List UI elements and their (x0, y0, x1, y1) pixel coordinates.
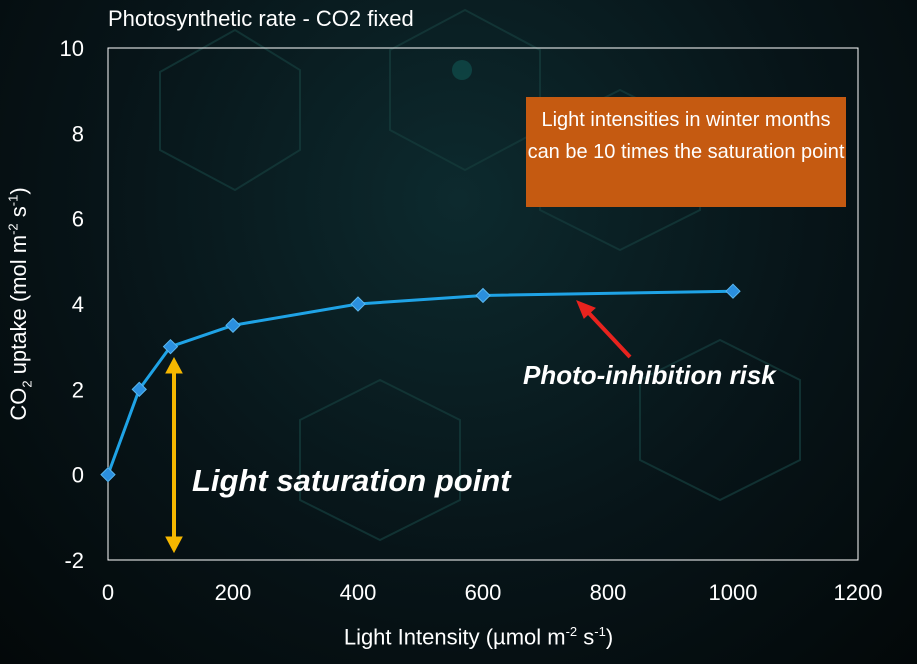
y-axis-label-text: ) (5, 187, 31, 195)
x-tick-label: 600 (465, 580, 502, 605)
y-axis-label-text: uptake (mol m (5, 234, 31, 381)
saturation-point-label: Light saturation point (192, 463, 511, 498)
background-glow (452, 60, 472, 80)
y-tick-label: 0 (72, 463, 84, 488)
x-tick-label: 1200 (834, 580, 883, 605)
x-tick-label: 800 (590, 580, 627, 605)
data-point (225, 317, 241, 334)
y-tick-label: 10 (60, 36, 84, 61)
winter-light-callout: Light intensities in winter months can b… (526, 97, 846, 207)
x-axis-label-sup: -1 (594, 624, 606, 639)
data-point (725, 283, 741, 299)
y-tick-label: 2 (72, 377, 84, 402)
x-axis-label-text: Light Intensity (µmol m (343, 624, 566, 650)
data-point (475, 287, 491, 304)
photo-inhibition-arrow (576, 300, 632, 359)
y-tick-label: 4 (72, 292, 84, 317)
plot-area-border (107, 47, 859, 561)
data-point (350, 296, 366, 312)
x-axis-label-text: s (577, 624, 595, 650)
data-point (162, 338, 179, 355)
y-axis-label: CO2 uptake (mol m-2 s-1) (6, 187, 35, 420)
chart-title: Photosynthetic rate - CO2 fixed (108, 6, 414, 31)
x-tick-label: 200 (215, 580, 252, 605)
x-axis-label-sup: -2 (565, 624, 578, 639)
saturation-arrow (165, 356, 183, 554)
y-tick-label: 6 (72, 207, 84, 232)
background-hexagons (159, 8, 801, 542)
x-tick-label: 400 (340, 580, 377, 605)
y-axis-label-text: s (5, 206, 31, 224)
data-point (100, 466, 116, 483)
x-tick-label: 0 (102, 580, 114, 605)
y-axis-label-text: CO (5, 387, 31, 421)
x-axis-label: Light Intensity (µmol m-2 s-1) (0, 624, 917, 650)
y-axis-label-sup: -1 (5, 194, 21, 207)
x-axis-label-text: ) (605, 624, 614, 650)
y-axis-label-sup: -2 (5, 223, 21, 235)
y-tick-label: -2 (64, 548, 84, 573)
y-axis-label-sub: 2 (19, 380, 35, 388)
x-tick-label: 1000 (709, 580, 758, 605)
data-point (131, 381, 147, 398)
photo-inhibition-label: Photo-inhibition risk (523, 360, 776, 390)
y-tick-label: 8 (72, 121, 84, 146)
